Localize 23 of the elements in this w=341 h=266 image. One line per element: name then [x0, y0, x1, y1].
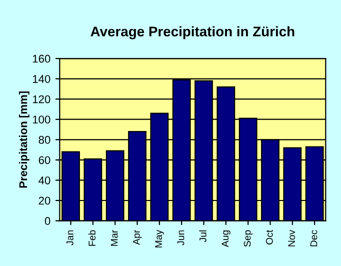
- y-tick-label: 140: [32, 75, 50, 83]
- x-tick-label: Nov: [288, 230, 296, 246]
- y-axis-title: Precipitation [mm]: [18, 92, 30, 188]
- y-tick-label: 20: [38, 196, 50, 205]
- x-tick-label: Aug: [222, 230, 230, 248]
- x-tick-label: Jul: [199, 230, 206, 242]
- x-tick-label: Feb: [88, 230, 96, 246]
- y-tick-label: 60: [38, 156, 50, 164]
- x-tick-label: Jan: [66, 230, 74, 246]
- y-tick-label: 0: [44, 217, 50, 225]
- y-tick-label: 100: [32, 116, 50, 124]
- x-tick-label: Mar: [110, 230, 118, 246]
- y-tick-label: 160: [32, 54, 50, 63]
- x-tick-label: Jun: [177, 230, 184, 246]
- y-tick-label: 40: [38, 176, 50, 184]
- x-tick-label: Dec: [310, 230, 318, 246]
- y-tick-label: 80: [38, 136, 50, 144]
- y-tick-label: 120: [32, 95, 50, 104]
- x-tick-label: May: [155, 230, 164, 248]
- x-tick-label: Sep: [244, 230, 253, 247]
- chart-title: Average Precipitation in Zürich: [90, 26, 294, 40]
- x-tick-label: Oct: [266, 230, 273, 244]
- x-tick-label: Apr: [133, 230, 142, 245]
